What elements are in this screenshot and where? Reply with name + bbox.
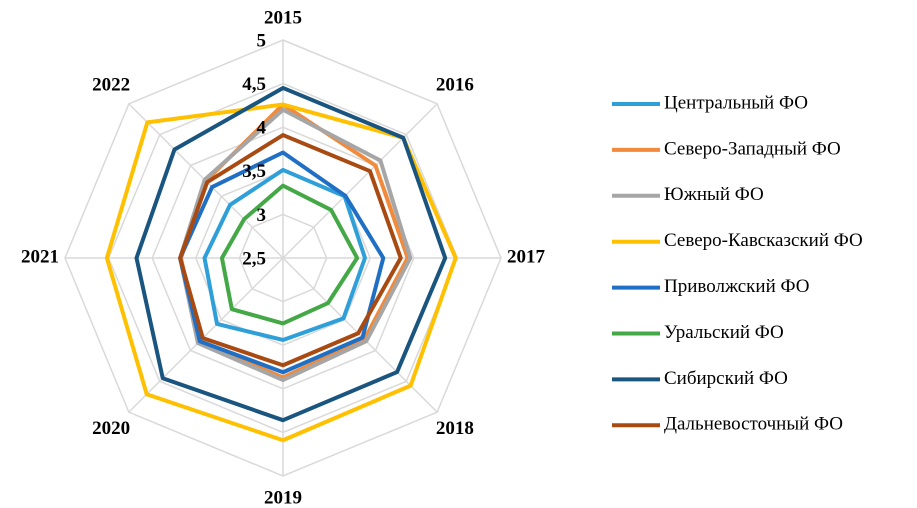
series-line (178, 150, 386, 375)
legend-label: Северо-Кавсказский ФО (664, 230, 863, 251)
series-line (219, 183, 360, 326)
legend-label: Северо-Западный ФО (664, 138, 841, 159)
r-tick-label: 4 (257, 118, 267, 139)
legend-label: Приволжский ФО (664, 276, 809, 297)
r-tick-label: 5 (257, 30, 267, 51)
series-line (178, 107, 413, 383)
category-label: 2016 (436, 75, 474, 96)
category-label: 2020 (92, 418, 130, 439)
legend-label: Южный ФО (664, 184, 764, 205)
legend-label: Сибирский ФО (664, 368, 788, 389)
spoke (282, 103, 438, 259)
category-label: 2021 (21, 246, 59, 267)
series-line (104, 102, 458, 443)
category-label: 2017 (507, 246, 546, 267)
legend-label: Уральский ФО (664, 322, 784, 343)
category-label: 2022 (92, 75, 130, 96)
r-tick-label: 4,5 (242, 74, 266, 95)
legend-label: Дальневосточный ФО (664, 414, 843, 435)
series-line (134, 85, 448, 423)
series-line (178, 133, 403, 368)
series-line (202, 167, 367, 342)
r-tick-label: 3,5 (242, 161, 266, 182)
category-label: 2019 (264, 487, 302, 508)
r-tick-label: 2,5 (242, 248, 266, 269)
category-label: 2015 (264, 7, 302, 28)
category-label: 2018 (436, 418, 474, 439)
r-tick-label: 3 (257, 205, 267, 226)
legend-label: Центральный ФО (664, 92, 808, 113)
spoke (128, 257, 284, 413)
